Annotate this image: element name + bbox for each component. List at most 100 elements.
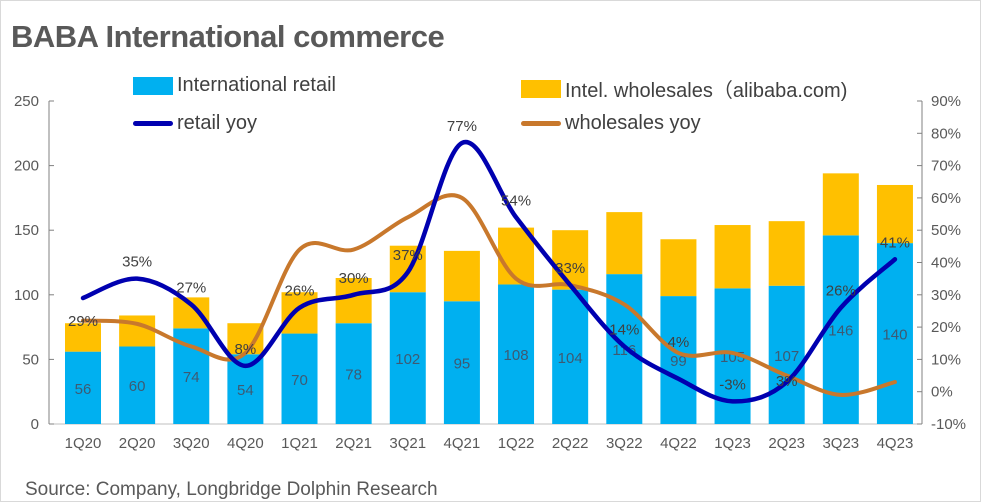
retail-yoy-label: 35% bbox=[122, 254, 152, 271]
bar-wholesales bbox=[281, 292, 318, 334]
bar-data-label: 104 bbox=[558, 350, 583, 367]
left-tick-label: 100 bbox=[14, 287, 39, 304]
bar-international-retail bbox=[876, 243, 913, 424]
legend-line bbox=[521, 121, 561, 126]
bar-data-label: 146 bbox=[828, 323, 853, 340]
right-tick-label: 10% bbox=[931, 351, 961, 368]
bar-data-label: 74 bbox=[183, 369, 200, 386]
right-tick-label: 70% bbox=[931, 158, 961, 175]
bar-international-retail bbox=[119, 346, 156, 424]
bar-data-label: 95 bbox=[454, 356, 471, 373]
x-tick-label: 1Q21 bbox=[281, 435, 318, 452]
bar-wholesales bbox=[822, 173, 859, 236]
x-tick-label: 3Q21 bbox=[389, 435, 426, 452]
retail-yoy-label: 30% bbox=[339, 270, 369, 287]
retail-yoy-label: 27% bbox=[176, 279, 206, 296]
bar-wholesales bbox=[876, 184, 913, 244]
bar-wholesales bbox=[443, 250, 480, 302]
x-tick-label: 3Q22 bbox=[606, 435, 643, 452]
retail-yoy-label: 37% bbox=[393, 247, 423, 264]
bar-data-label: 56 bbox=[75, 381, 92, 398]
retail-yoy-label: 14% bbox=[609, 321, 639, 338]
retail-yoy-label: 77% bbox=[447, 118, 477, 135]
bar-wholesales bbox=[65, 323, 101, 352]
retail-yoy-label: -3% bbox=[719, 376, 746, 393]
chart-title: BABA International commerce bbox=[11, 19, 445, 54]
x-tick-label: 2Q22 bbox=[552, 435, 589, 452]
right-tick-label: 20% bbox=[931, 319, 961, 336]
left-tick-label: 150 bbox=[14, 222, 39, 239]
bar-data-label: 60 bbox=[129, 378, 146, 395]
retail-yoy-label: 54% bbox=[501, 192, 531, 209]
legend-wholesales: Intel. wholesales（alibaba.com) bbox=[521, 74, 847, 103]
legend-wholesales-yoy: wholesales yoy bbox=[521, 112, 701, 135]
retail-yoy-label: 26% bbox=[285, 283, 315, 300]
legend-swatch bbox=[133, 76, 173, 95]
bar-data-label: 116 bbox=[612, 342, 636, 359]
bar-international-retail bbox=[443, 301, 480, 424]
bar-data-label: 70 bbox=[291, 372, 308, 389]
x-tick-label: 1Q23 bbox=[714, 435, 751, 452]
legend-international-retail: International retail bbox=[133, 74, 336, 97]
legend-line bbox=[133, 121, 173, 126]
line-retail-yoy bbox=[80, 139, 898, 404]
bar-data-label: 107 bbox=[774, 348, 799, 365]
left-tick-label: 200 bbox=[14, 158, 39, 175]
legend-label: wholesales yoy bbox=[565, 112, 701, 134]
right-tick-label: 30% bbox=[931, 287, 961, 304]
x-tick-label: 3Q20 bbox=[173, 435, 210, 452]
retail-yoy-label: 3% bbox=[776, 373, 798, 390]
legend-swatch bbox=[521, 79, 561, 98]
bar-international-retail bbox=[335, 323, 372, 424]
left-tick-label: 250 bbox=[14, 93, 39, 110]
x-tick-label: 2Q20 bbox=[119, 435, 156, 452]
right-tick-label: 0% bbox=[931, 384, 953, 401]
bar-international-retail bbox=[498, 284, 535, 424]
bar-international-retail bbox=[389, 292, 426, 424]
right-tick-label: 60% bbox=[931, 190, 961, 207]
bar-data-label: 140 bbox=[882, 327, 907, 344]
bar-data-label: 54 bbox=[237, 382, 254, 399]
right-tick-label: 80% bbox=[931, 125, 961, 142]
x-tick-label: 4Q21 bbox=[444, 435, 481, 452]
x-tick-label: 2Q23 bbox=[768, 435, 805, 452]
bar-wholesales bbox=[660, 239, 697, 297]
left-tick-label: 50 bbox=[22, 351, 39, 368]
legend-retail-yoy: retail yoy bbox=[133, 112, 257, 135]
x-tick-label: 4Q20 bbox=[227, 435, 264, 452]
bar-data-label: 108 bbox=[504, 347, 529, 364]
bar-international-retail bbox=[281, 333, 318, 424]
legend-label: International retail bbox=[177, 74, 336, 96]
x-tick-label: 4Q22 bbox=[660, 435, 697, 452]
x-tick-label: 4Q23 bbox=[877, 435, 914, 452]
bar-wholesales bbox=[498, 227, 535, 285]
bar-wholesales bbox=[335, 278, 372, 324]
bar-international-retail bbox=[552, 289, 589, 424]
legend-label: Intel. wholesales（alibaba.com) bbox=[565, 80, 848, 102]
source-note: Source: Company, Longbridge Dolphin Rese… bbox=[25, 479, 438, 500]
legend-label: retail yoy bbox=[177, 112, 258, 134]
bar-international-retail bbox=[173, 328, 210, 424]
retail-yoy-label: 8% bbox=[235, 341, 257, 358]
x-tick-label: 1Q22 bbox=[498, 435, 535, 452]
bar-wholesales bbox=[768, 221, 805, 286]
right-tick-label: -10% bbox=[931, 416, 966, 433]
right-tick-label: 90% bbox=[931, 93, 961, 110]
x-tick-label: 2Q21 bbox=[335, 435, 372, 452]
retail-yoy-label: 33% bbox=[555, 260, 585, 277]
bar-international-retail bbox=[660, 296, 697, 424]
retail-yoy-label: 41% bbox=[880, 234, 910, 251]
x-tick-label: 1Q20 bbox=[65, 435, 102, 452]
bar-wholesales bbox=[552, 230, 589, 290]
right-tick-label: 40% bbox=[931, 255, 961, 272]
bar-international-retail bbox=[65, 351, 101, 424]
bar-wholesales bbox=[714, 225, 751, 289]
bar-international-retail bbox=[768, 285, 805, 424]
x-tick-label: 3Q23 bbox=[822, 435, 859, 452]
bar-data-label: 78 bbox=[345, 367, 362, 384]
right-tick-label: 50% bbox=[931, 222, 961, 239]
retail-yoy-label: 4% bbox=[668, 334, 690, 351]
bar-data-label: 102 bbox=[395, 351, 420, 368]
